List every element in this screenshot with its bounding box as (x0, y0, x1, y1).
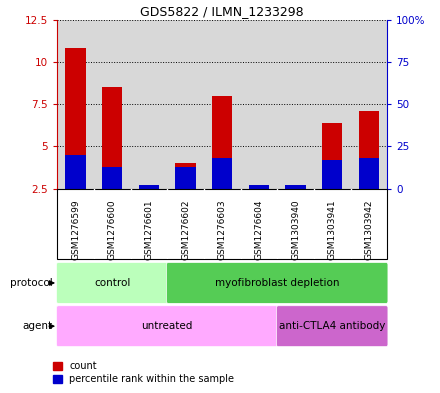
Text: control: control (94, 278, 130, 288)
Bar (176, 163, 196, 189)
Bar (359, 111, 379, 189)
Text: GSM1276600: GSM1276600 (108, 199, 117, 260)
Text: GSM1276603: GSM1276603 (218, 199, 227, 260)
FancyBboxPatch shape (276, 306, 388, 347)
Bar (176, 167, 196, 189)
Bar (102, 167, 122, 189)
Text: protocol: protocol (10, 278, 53, 288)
Bar (102, 87, 122, 189)
Text: GSM1276604: GSM1276604 (254, 199, 264, 260)
FancyBboxPatch shape (56, 306, 278, 347)
Text: untreated: untreated (142, 321, 193, 331)
Text: GSM1276602: GSM1276602 (181, 199, 190, 260)
Text: GSM1276601: GSM1276601 (144, 199, 154, 260)
Bar (212, 158, 232, 189)
FancyBboxPatch shape (56, 263, 168, 303)
Text: GSM1276599: GSM1276599 (71, 199, 80, 260)
Text: myofibroblast depletion: myofibroblast depletion (215, 278, 339, 288)
Text: GSM1303941: GSM1303941 (328, 199, 337, 260)
Text: GSM1303942: GSM1303942 (364, 199, 374, 260)
Text: anti-CTLA4 antibody: anti-CTLA4 antibody (279, 321, 385, 331)
Bar (322, 160, 342, 189)
Bar (139, 185, 159, 189)
Bar (286, 185, 306, 189)
Title: GDS5822 / ILMN_1233298: GDS5822 / ILMN_1233298 (140, 6, 304, 18)
Bar (322, 123, 342, 189)
Bar (66, 155, 86, 189)
Bar (66, 48, 86, 189)
Text: agent: agent (23, 321, 53, 331)
FancyBboxPatch shape (166, 263, 388, 303)
Text: GSM1303940: GSM1303940 (291, 199, 300, 260)
Bar (359, 158, 379, 189)
Legend: count, percentile rank within the sample: count, percentile rank within the sample (49, 358, 238, 388)
Bar (249, 185, 269, 189)
Bar (212, 95, 232, 189)
